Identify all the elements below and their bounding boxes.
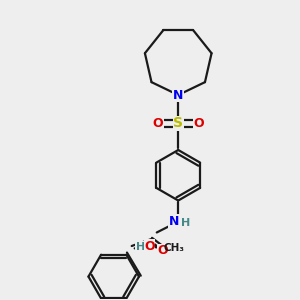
Text: S: S bbox=[173, 116, 183, 130]
Text: N: N bbox=[173, 88, 183, 101]
Text: O: O bbox=[193, 117, 204, 130]
Text: O: O bbox=[144, 239, 155, 253]
Text: H: H bbox=[181, 218, 190, 227]
Text: H: H bbox=[136, 242, 145, 252]
Text: N: N bbox=[169, 215, 179, 228]
Text: O: O bbox=[153, 117, 163, 130]
Text: O: O bbox=[158, 244, 168, 257]
Text: CH₃: CH₃ bbox=[164, 243, 185, 254]
